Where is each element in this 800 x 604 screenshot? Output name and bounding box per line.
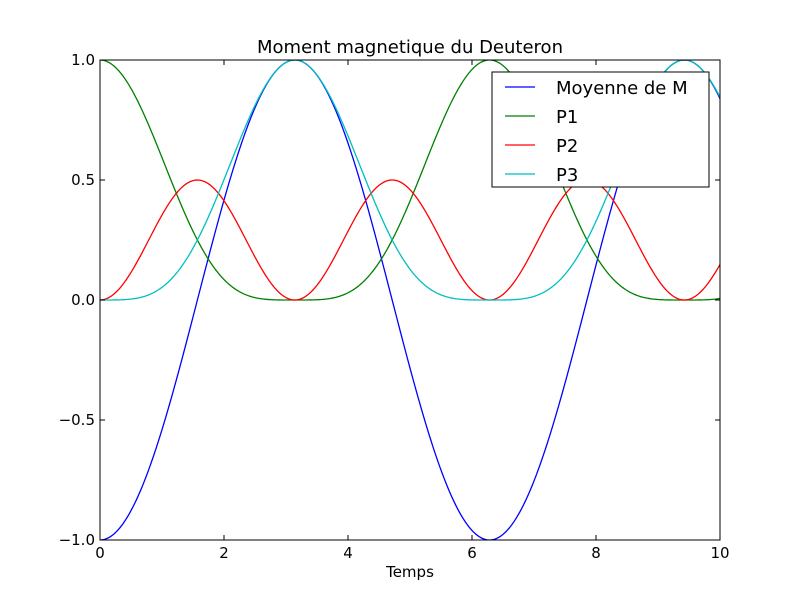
series-line-3 [100, 179, 720, 301]
x-tick-label: 8 [591, 544, 601, 562]
y-tick-label: 0.0 [71, 291, 95, 309]
chart-title: Moment magnetique du Deuteron [257, 37, 563, 58]
legend-label-3: P2 [556, 136, 578, 157]
legend-box [491, 71, 710, 188]
x-axis-label: Temps [385, 563, 434, 581]
y-tick-label: −1.0 [59, 531, 95, 549]
legend-label-2: P1 [556, 107, 578, 128]
x-tick-label: 10 [710, 544, 729, 562]
y-axis: −1.0 −0.5 0.0 0.5 1.0 [59, 51, 720, 549]
x-axis: 0 2 4 6 8 10 [95, 60, 730, 562]
y-tick-label: 0.5 [71, 171, 95, 189]
x-tick-label: 0 [95, 544, 105, 562]
legend: Moyenne de M P1 P2 P3 [491, 71, 710, 188]
series-line-2 [100, 60, 720, 301]
x-tick-label: 6 [467, 544, 477, 562]
y-tick-label: 1.0 [71, 51, 95, 69]
legend-label-4: P3 [556, 165, 578, 186]
y-tick-label: −0.5 [59, 411, 95, 429]
series-line-1 [100, 60, 720, 540]
x-tick-label: 2 [219, 544, 229, 562]
legend-label-1: Moyenne de M [556, 78, 688, 99]
x-tick-label: 4 [343, 544, 353, 562]
